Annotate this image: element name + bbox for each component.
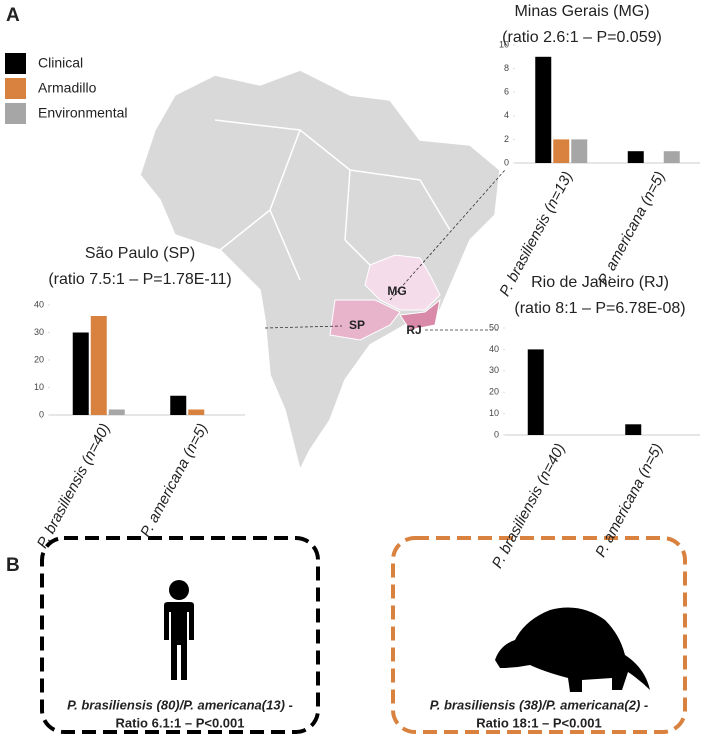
x-tick-label: P. americana (n=5) (592, 441, 666, 560)
y-tick-label: 8 (504, 63, 509, 73)
map-label: RJ (406, 323, 421, 337)
bar (170, 395, 187, 415)
y-tick-label: 0 (504, 157, 509, 167)
legend-label: Armadillo (38, 80, 97, 96)
bar (553, 139, 570, 163)
human-icon (164, 580, 194, 680)
y-tick-label: 20 (34, 354, 44, 364)
y-tick-label: 0 (494, 429, 499, 439)
bar (527, 349, 544, 435)
leader-line (264, 325, 343, 329)
leader-line (389, 169, 506, 301)
box-text: Ratio 6.1:1 – P<0.001 (116, 715, 245, 730)
bar (627, 151, 644, 163)
chart-subtitle: (ratio 8:1 – P=6.78E-08) (514, 300, 685, 317)
y-tick-label: 4 (504, 110, 509, 120)
y-tick-label: 20 (489, 387, 499, 397)
x-tick-label: P. americana (n=5) (595, 169, 669, 288)
y-tick-label: 50 (489, 322, 499, 332)
chart-title: São Paulo (SP) (85, 245, 195, 262)
bar (535, 56, 552, 163)
y-tick-label: 10 (489, 408, 499, 418)
state-borders (214, 119, 451, 281)
bar (188, 409, 205, 415)
panel-label: A (6, 5, 20, 26)
human-box (40, 536, 320, 734)
y-tick-label: 2 (504, 134, 509, 144)
brazil-map (139, 69, 501, 473)
bar (571, 139, 588, 163)
x-tick-label: P. brasiliensis (n=40) (34, 421, 114, 551)
state-sp (329, 299, 401, 341)
chart-title: Minas Gerais (MG) (514, 3, 649, 20)
chart-title: Rio de Janeiro (RJ) (531, 274, 669, 291)
box-text: Ratio 18:1 – P<0.001 (476, 715, 601, 730)
box-text: P. brasiliensis (80)/P. americana(13) - (67, 697, 293, 712)
chart-subtitle: (ratio 2.6:1 – P=0.059) (502, 29, 662, 46)
bar (90, 316, 107, 415)
state-mg (364, 254, 441, 311)
y-tick-label: 40 (489, 344, 499, 354)
y-tick-label: 10 (34, 382, 44, 392)
armadillo-icon (495, 607, 650, 692)
bar (625, 424, 642, 435)
y-tick-label: 0 (39, 409, 44, 419)
map: MG SP RJ (139, 69, 506, 473)
chart-subtitle: (ratio 7.5:1 – P=1.78E-11) (48, 271, 231, 288)
y-tick-label: 6 (504, 87, 509, 97)
legend-swatch (5, 103, 26, 124)
y-tick-label: 30 (489, 365, 499, 375)
legend-swatch (5, 53, 26, 74)
y-tick-label: 30 (34, 327, 44, 337)
legend-label: Clinical (38, 55, 83, 71)
x-tick-label: P. brasiliensis (n=40) (489, 441, 569, 571)
armadillo-box (391, 536, 687, 734)
map-label: SP (349, 318, 365, 332)
x-tick-label: P. americana (n=5) (137, 421, 211, 540)
box-text: P. brasiliensis (38)/P. americana(2) - (430, 697, 648, 712)
legend-swatch (5, 78, 26, 99)
bar (108, 409, 125, 415)
y-tick-label: 10 (499, 39, 509, 49)
state-rj (399, 298, 441, 331)
map-label: MG (387, 284, 406, 298)
y-tick-label: 40 (34, 299, 44, 309)
legend-label: Environmental (38, 105, 128, 121)
bar (72, 332, 89, 415)
panel-label: B (6, 555, 20, 576)
bar (663, 151, 680, 163)
